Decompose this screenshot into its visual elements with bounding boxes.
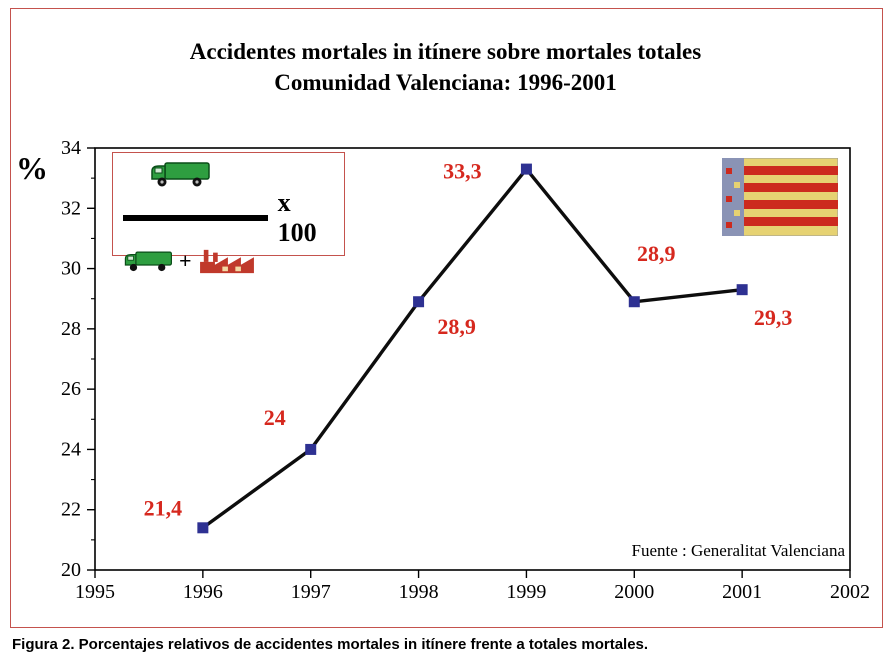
chart-title-line1: Accidentes mortales in itínere sobre mor… <box>189 39 702 64</box>
data-point <box>736 284 748 296</box>
data-point-label: 29,3 <box>754 305 793 330</box>
x-tick-label: 1999 <box>506 581 546 600</box>
valencia-flag <box>722 158 838 236</box>
data-point <box>305 443 317 455</box>
y-tick-label: 26 <box>61 378 81 400</box>
figure-caption: Figura 2. Porcentajes relativos de accid… <box>12 636 649 653</box>
truck-icon <box>151 162 210 187</box>
fraction-bar <box>123 215 268 221</box>
data-point <box>628 296 640 308</box>
data-point <box>197 522 209 534</box>
data-point-label: 33,3 <box>443 159 482 184</box>
x-tick-label: 1995 <box>75 581 115 600</box>
factory-icon <box>199 249 254 274</box>
x-tick-label: 2000 <box>614 581 654 600</box>
truck-icon <box>124 251 172 272</box>
plus-sign: + <box>179 248 192 273</box>
data-point-label: 28,9 <box>437 314 476 339</box>
formula-legend: x 100 + <box>112 152 345 274</box>
data-point-label: 28,9 <box>637 241 676 266</box>
x-tick-label: 2002 <box>830 581 870 600</box>
data-line <box>201 167 744 530</box>
x-tick-label: 1997 <box>291 581 331 600</box>
figure-frame <box>10 8 883 628</box>
x-tick-label: 1998 <box>399 581 439 600</box>
y-tick-label: 30 <box>61 258 81 280</box>
y-tick-label: 28 <box>61 318 81 340</box>
data-point-label: 21,4 <box>144 495 183 520</box>
y-axis-unit-label: % <box>16 150 48 186</box>
data-point <box>520 163 532 175</box>
y-tick-label: 20 <box>61 559 81 581</box>
y-tick-label: 34 <box>61 137 81 159</box>
data-point-label: 24 <box>264 405 286 430</box>
x-tick-label: 2001 <box>722 581 762 600</box>
source-note: Fuente : Generalitat Valenciana <box>631 541 845 560</box>
line-chart: 20 22 24 26 28 30 32 34 1995 1996 1997 1998 1999 2000… <box>61 137 870 600</box>
formula-multiplier: x 100 <box>277 188 317 247</box>
x-tick-label: 1996 <box>183 581 223 600</box>
chart-title: Accidentes mortales in itínere sobre mor… <box>10 36 881 98</box>
y-tick-label: 32 <box>61 197 81 219</box>
y-tick-label: 22 <box>61 499 81 521</box>
chart-title-line2: Comunidad Valenciana: 1996-2001 <box>274 70 617 95</box>
data-point <box>413 296 425 308</box>
y-tick-label: 24 <box>61 438 81 460</box>
